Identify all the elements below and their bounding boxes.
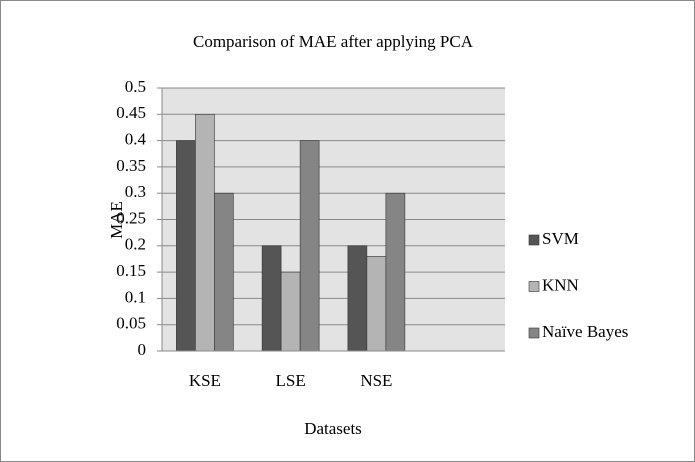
bar <box>176 140 196 352</box>
legend-label: SVM <box>542 229 579 248</box>
y-tick-label: 0.45 <box>116 103 146 122</box>
bar <box>214 192 234 352</box>
bar <box>195 114 215 352</box>
chart-title: Comparison of MAE after applying PCA <box>193 32 474 51</box>
y-tick-label: 0 <box>138 340 147 359</box>
x-axis-label: Datasets <box>304 419 362 438</box>
y-tick-label: 0.5 <box>125 77 146 96</box>
y-tick-label: 0.15 <box>116 261 146 280</box>
y-tick-label: 0.25 <box>116 208 146 227</box>
y-tick-label: 0.3 <box>125 182 146 201</box>
y-tick-label: 0.35 <box>116 156 146 175</box>
legend-swatch <box>528 281 540 292</box>
legend-label: Naïve Bayes <box>542 322 628 341</box>
y-tick-label: 0.2 <box>125 235 146 254</box>
bar <box>280 271 301 352</box>
y-tick-label: 0.1 <box>125 287 146 306</box>
bar <box>299 140 320 352</box>
legend-label: KNN <box>542 275 579 294</box>
bar <box>385 192 406 352</box>
y-tick-label: 0.4 <box>125 130 147 149</box>
legend-swatch <box>528 327 540 339</box>
x-tick-label: NSE <box>360 371 392 390</box>
y-axis-label: MAE <box>107 201 126 239</box>
bar <box>347 245 368 352</box>
legend-swatch <box>528 234 540 246</box>
y-tick-label: 0.05 <box>116 314 146 333</box>
bar <box>261 245 282 352</box>
bar <box>366 256 387 352</box>
x-tick-label: LSE <box>276 371 306 390</box>
x-tick-label: KSE <box>189 371 221 390</box>
